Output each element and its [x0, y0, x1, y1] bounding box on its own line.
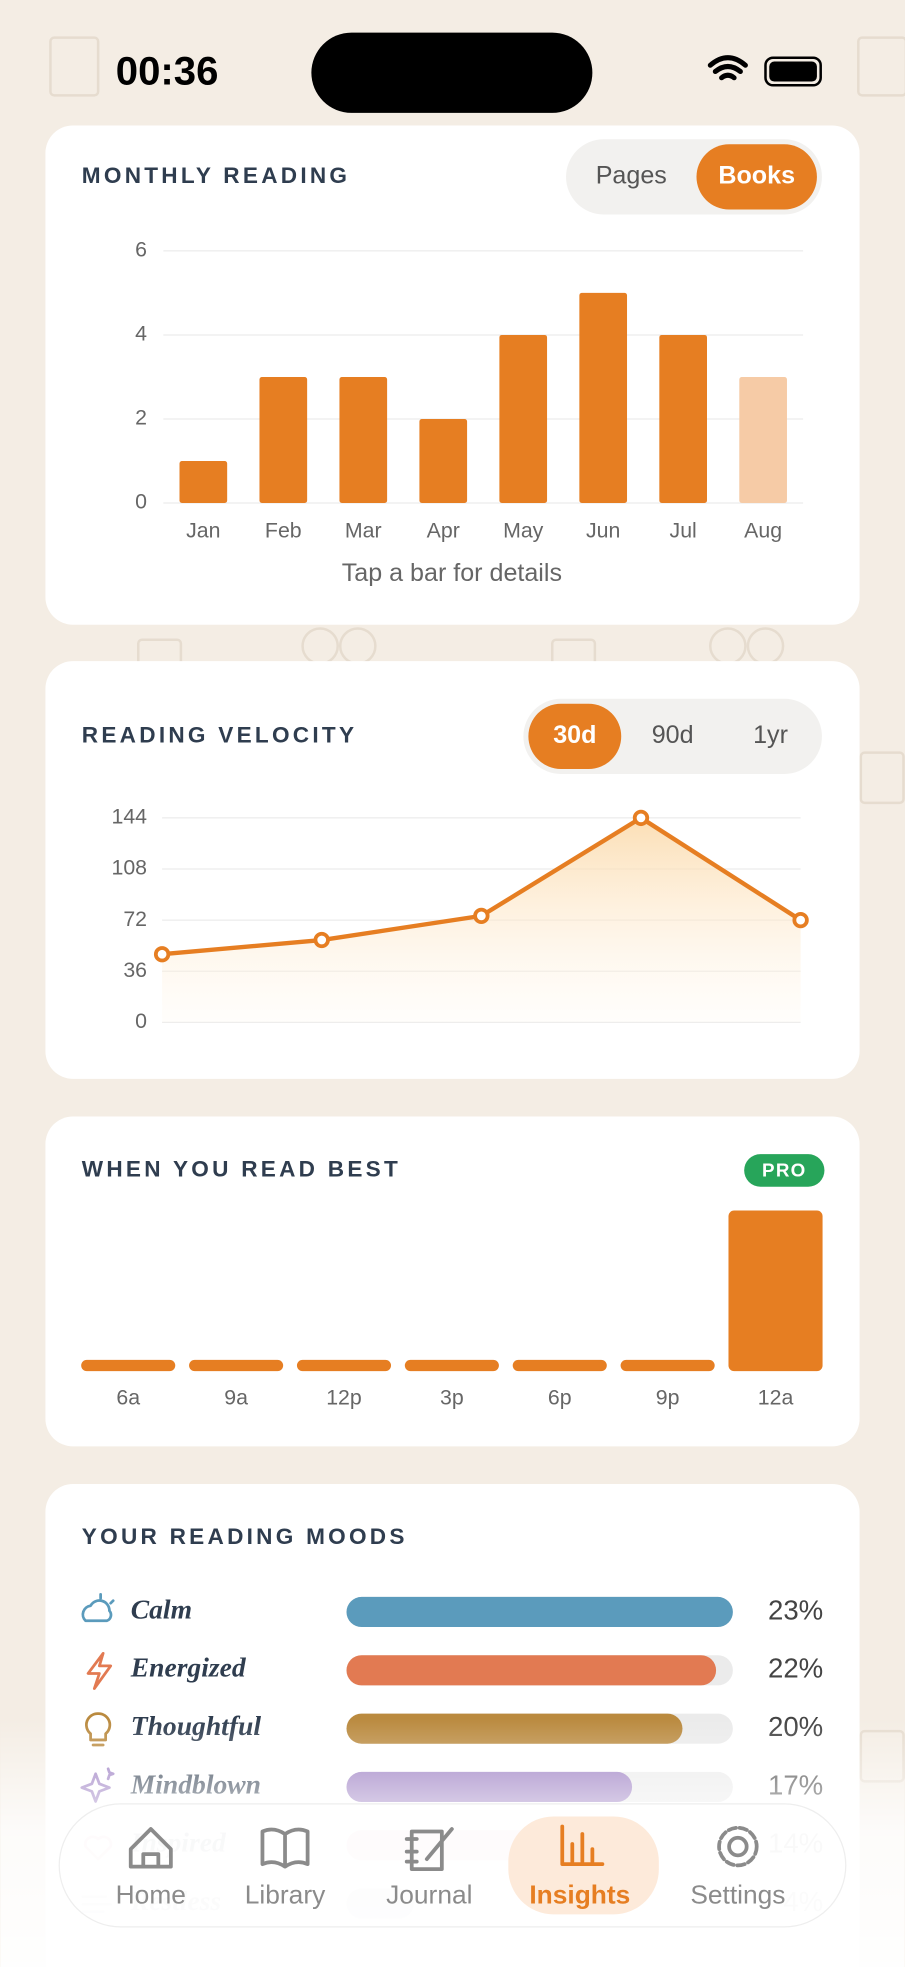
dynamic-island	[311, 32, 593, 113]
mood-name: Calm	[131, 1593, 192, 1624]
bar[interactable]	[739, 376, 787, 504]
mood-icon	[81, 1593, 115, 1623]
tab-label[interactable]: Insights	[529, 1880, 630, 1910]
tab-label[interactable]: Home	[116, 1880, 186, 1910]
mood-name: Energized	[130, 1652, 247, 1683]
bar[interactable]	[499, 334, 548, 504]
segment-active[interactable]	[528, 703, 622, 769]
segment-label[interactable]: 1yr	[753, 721, 788, 749]
x-tick-label: Feb	[265, 519, 302, 543]
battery-level	[769, 61, 817, 82]
segment-label[interactable]: Books	[718, 162, 795, 190]
insights-icon	[560, 1824, 605, 1867]
mood-icon	[86, 1652, 113, 1690]
bar	[346, 1655, 717, 1686]
tab-label[interactable]: Journal	[386, 1880, 472, 1910]
mood-percent: 22%	[768, 1653, 823, 1684]
bar	[189, 1359, 284, 1372]
segment-active[interactable]	[696, 144, 817, 210]
bar[interactable]	[419, 418, 468, 504]
bar[interactable]	[179, 461, 228, 504]
y-tick-label: 6	[135, 238, 147, 262]
status-icons	[707, 55, 822, 87]
x-tick-label: 12p	[326, 1385, 362, 1409]
bar[interactable]	[579, 292, 628, 504]
bar	[81, 1359, 176, 1372]
bar	[404, 1359, 499, 1372]
bar[interactable]	[259, 376, 308, 504]
tab-icons	[128, 1824, 759, 1872]
x-tick-label: Jul	[670, 519, 697, 543]
card-title: MONTHLY READING	[82, 163, 350, 188]
journal-icon	[404, 1827, 454, 1872]
y-tick-label: 144	[111, 805, 147, 829]
bar[interactable]	[339, 376, 388, 504]
y-tick-label: 108	[111, 856, 147, 880]
x-tick-label: 6a	[116, 1385, 140, 1409]
point	[313, 931, 330, 949]
pro-badge	[744, 1154, 825, 1187]
y-tick-label: 2	[135, 406, 147, 430]
settings-icon-ring	[717, 1825, 759, 1868]
tab-label[interactable]: Library	[245, 1880, 326, 1910]
bar	[620, 1359, 715, 1372]
mood-percent: 23%	[768, 1594, 823, 1625]
x-tick-label: 12a	[758, 1385, 794, 1409]
badge-label: PRO	[762, 1160, 807, 1181]
bar	[296, 1359, 392, 1372]
x-tick-label: May	[503, 519, 544, 543]
x-tick-label: 6p	[548, 1385, 572, 1409]
segment-label[interactable]: 30d	[553, 721, 596, 749]
point	[792, 911, 809, 929]
x-tick-label: Jan	[186, 519, 220, 543]
x-tick-label: Mar	[345, 519, 382, 543]
x-tick-label: Apr	[427, 519, 460, 543]
x-tick-label: 3p	[440, 1385, 464, 1409]
status-time: 00:36	[116, 49, 219, 94]
settings-icon	[727, 1835, 749, 1858]
x-tick-label: 9a	[224, 1385, 248, 1409]
bar	[512, 1359, 607, 1372]
point	[473, 907, 490, 925]
chart-hint: Tap a bar for details	[342, 559, 562, 587]
bar	[346, 1596, 733, 1628]
x-tick-label: Aug	[744, 519, 782, 543]
card-title: WHEN YOU READ BEST	[82, 1156, 401, 1181]
home-icon	[128, 1827, 173, 1869]
bar[interactable]	[659, 334, 707, 504]
y-tick-label: 0	[135, 490, 147, 514]
x-tick-label: 9p	[656, 1385, 680, 1409]
y-tick-label: 36	[123, 958, 147, 982]
x-tick-label: Jun	[586, 519, 620, 543]
tab-label[interactable]: Settings	[690, 1880, 785, 1910]
segment-label[interactable]: Pages	[596, 162, 667, 190]
battery-icon	[764, 56, 822, 87]
point	[153, 946, 171, 963]
card-title: YOUR READING MOODS	[82, 1524, 408, 1549]
library-icon	[260, 1827, 310, 1869]
card-title: READING VELOCITY	[82, 722, 357, 747]
y-tick-label: 4	[135, 322, 147, 346]
y-tick-label: 0	[135, 1009, 147, 1033]
point	[632, 809, 650, 827]
segment-label[interactable]: 90d	[652, 721, 694, 749]
y-tick-label: 72	[123, 907, 147, 931]
bar	[728, 1210, 823, 1372]
wifi-icon	[707, 55, 748, 81]
